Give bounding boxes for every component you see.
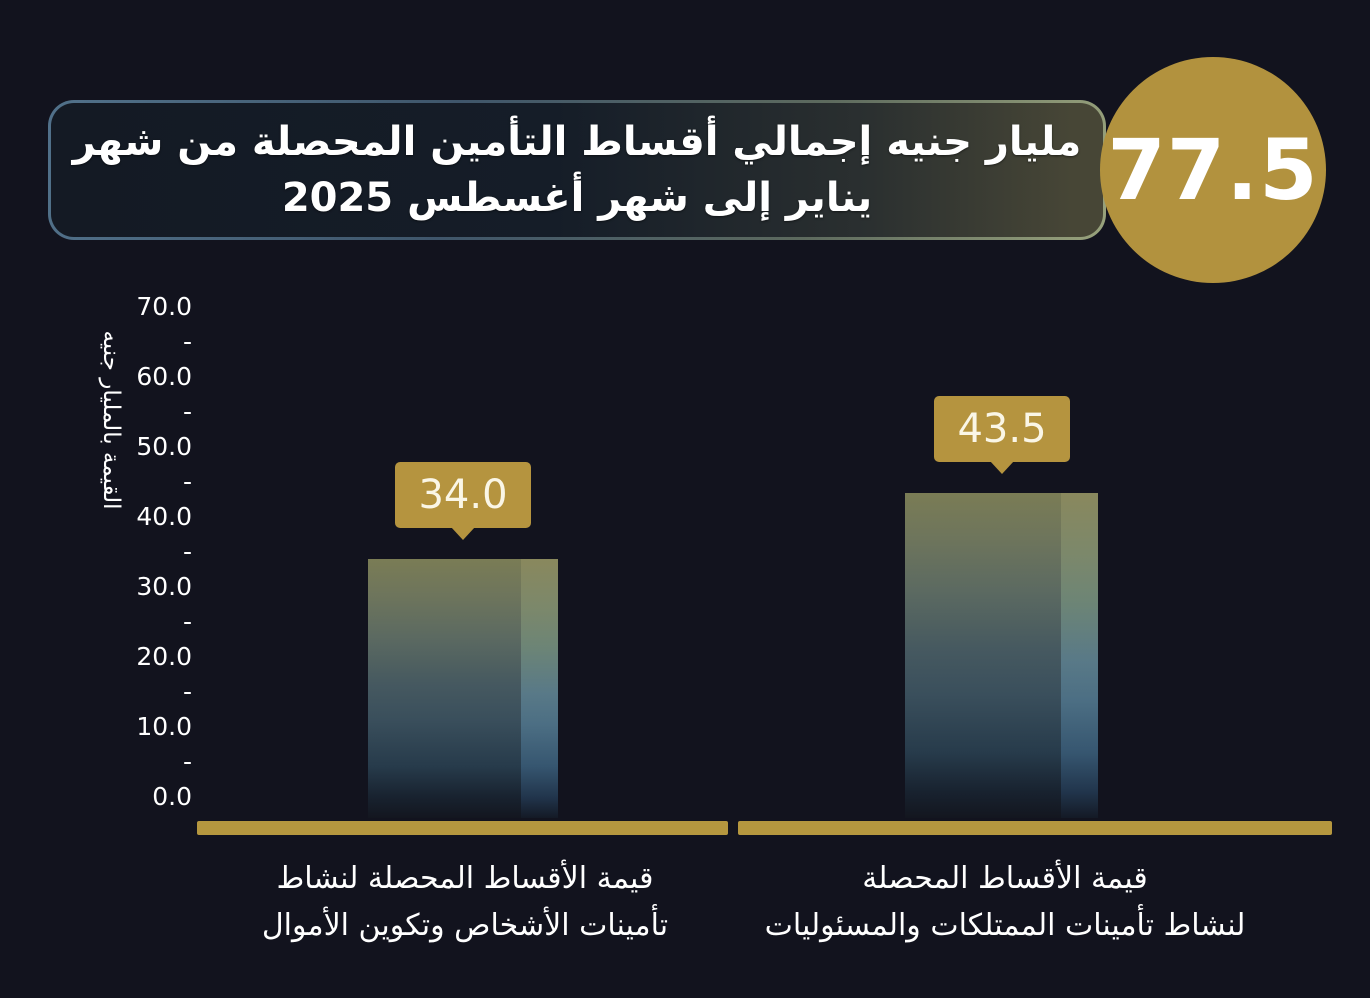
- y-minor-tick: -: [182, 747, 192, 776]
- bar-personal-insurance: [368, 559, 558, 818]
- x-axis-baseline-left: [197, 821, 728, 835]
- total-value-badge: 77.5: [1100, 57, 1326, 283]
- y-minor-tick: -: [182, 327, 192, 356]
- total-value: 77.5: [1107, 121, 1319, 219]
- y-tick-label: 40.0: [136, 502, 192, 531]
- value-callout-personal: 34.0: [395, 462, 531, 540]
- y-tick-label: 10.0: [136, 712, 192, 741]
- y-tick-label: 70.0: [136, 292, 192, 321]
- y-tick-label: 20.0: [136, 642, 192, 671]
- category-label-personal-line-2: تأمينات الأشخاص وتكوين الأموال: [261, 908, 669, 943]
- value-label-property: 43.5: [957, 406, 1047, 452]
- value-label-personal: 34.0: [418, 472, 508, 518]
- category-label-property-line-2: لنشاط تأمينات الممتلكات والمسئوليات: [764, 908, 1246, 943]
- title-box: مليار جنيه إجمالي أقساط التأمين المحصلة …: [48, 100, 1106, 240]
- category-label-property: قيمة الأقساط المحصلة لنشاط تأمينات الممت…: [740, 855, 1270, 949]
- y-tick-label: 60.0: [136, 362, 192, 391]
- y-minor-tick: -: [182, 607, 192, 636]
- chart-title-line-1: مليار جنيه إجمالي أقساط التأمين المحصلة …: [72, 119, 1082, 165]
- y-tick-label: 50.0: [136, 432, 192, 461]
- y-minor-tick: -: [182, 537, 192, 566]
- bar-highlight-stripe: [1061, 493, 1098, 818]
- y-minor-tick: -: [182, 397, 192, 426]
- bar-property-insurance: [905, 493, 1098, 818]
- x-axis-baseline-right: [738, 821, 1332, 835]
- value-callout-property: 43.5: [934, 396, 1070, 474]
- y-tick-label: 30.0: [136, 572, 192, 601]
- category-label-personal: قيمة الأقساط المحصلة لنشاط تأمينات الأشخ…: [200, 855, 730, 949]
- y-minor-tick: -: [182, 677, 192, 706]
- title-box-inner: مليار جنيه إجمالي أقساط التأمين المحصلة …: [51, 103, 1103, 237]
- category-label-property-line-1: قيمة الأقساط المحصلة: [862, 861, 1148, 896]
- y-minor-tick: -: [182, 467, 192, 496]
- bar-highlight-stripe: [521, 559, 558, 818]
- y-tick-label: 0.0: [152, 782, 192, 811]
- chart-title-line-2: يناير إلى شهر أغسطس 2025: [281, 175, 873, 221]
- category-label-personal-line-1: قيمة الأقساط المحصلة لنشاط: [276, 861, 654, 896]
